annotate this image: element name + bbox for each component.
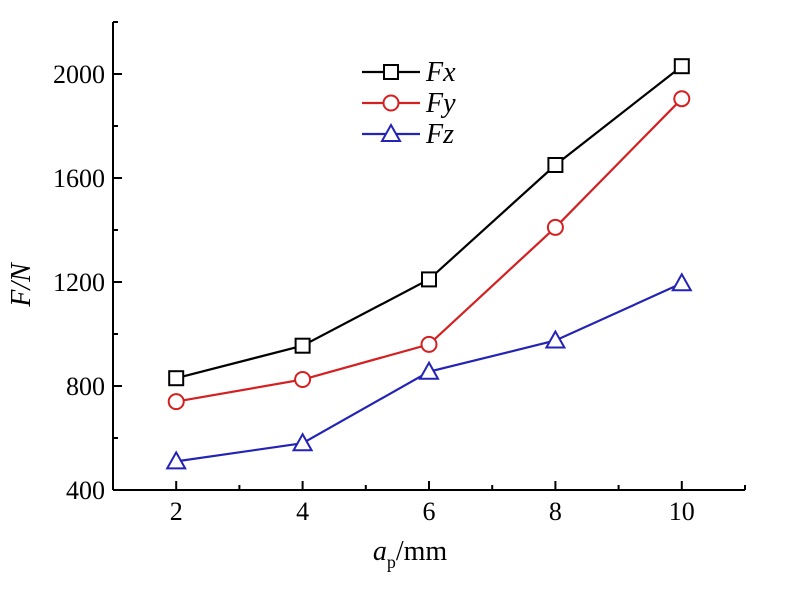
series-fx-point [673, 58, 690, 75]
legend-fz-label: Fz [425, 119, 454, 150]
y-tick-label: 1600 [53, 164, 105, 193]
x-axis-label-unit: /mm [396, 536, 448, 567]
series-fx-point [547, 157, 564, 173]
series-fx-point [421, 271, 437, 288]
y-axis-label-symbol: F/N [6, 262, 37, 308]
series-fz-point [165, 450, 187, 470]
y-tick-label: 400 [66, 476, 105, 505]
series-fx-point [294, 337, 311, 354]
y-axis-label: F/N [6, 262, 37, 308]
series-fz-point [544, 329, 567, 349]
x-tick-label: 10 [669, 497, 695, 526]
legend-item-fx: Fx [362, 57, 456, 88]
axes: 400 800 1200 1600 2000 2 4 6 8 10 [53, 21, 746, 526]
y-tick-label: 2000 [53, 60, 105, 89]
x-axis-label: ap/mm [373, 536, 448, 572]
series-fy-point [167, 393, 185, 411]
y-tick-label: 800 [66, 372, 105, 401]
legend-fz-marker [380, 122, 402, 142]
x-axis-label-main: a [373, 536, 387, 567]
series-fz-point [291, 432, 314, 452]
series-fy-point [294, 371, 312, 388]
series-fy-point [546, 218, 564, 236]
legend-fy-marker [382, 94, 400, 112]
series-fy [167, 90, 691, 411]
series-fz-point [418, 360, 440, 380]
legend-fy-label: Fy [425, 88, 456, 119]
series-fz [165, 272, 693, 470]
legend-item-fy: Fy [362, 88, 456, 119]
x-axis-label-sub: p [387, 552, 396, 572]
series-fy-point [420, 335, 438, 353]
x-tick-label: 6 [423, 497, 436, 526]
series-layer [165, 58, 693, 470]
y-tick-label: 1200 [53, 268, 105, 297]
series-fz-point [671, 272, 693, 292]
series-fy-point [673, 90, 691, 108]
series-fx [168, 58, 690, 387]
legend-item-fz: Fz [362, 119, 454, 150]
series-fx-point [168, 370, 185, 387]
x-tick-label: 2 [170, 497, 183, 526]
x-tick-label: 4 [296, 497, 309, 526]
legend-fx-label: Fx [425, 57, 456, 88]
x-tick-label: 8 [549, 497, 562, 526]
legend-fx-marker [383, 64, 399, 80]
